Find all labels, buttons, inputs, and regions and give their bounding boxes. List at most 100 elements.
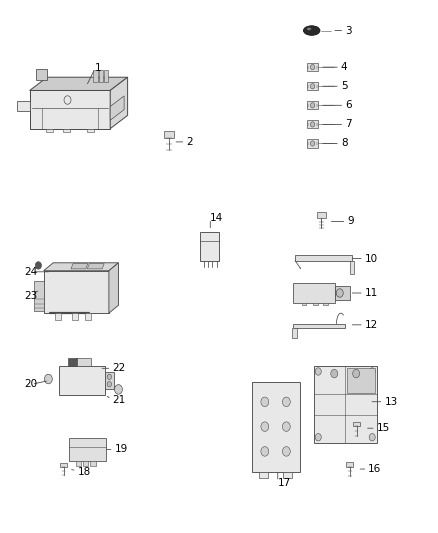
- Polygon shape: [252, 382, 300, 472]
- Polygon shape: [87, 128, 94, 132]
- Polygon shape: [36, 69, 47, 80]
- Polygon shape: [46, 128, 53, 132]
- Polygon shape: [30, 91, 110, 128]
- Text: 2: 2: [186, 137, 193, 147]
- Polygon shape: [307, 82, 318, 90]
- Polygon shape: [336, 286, 350, 301]
- Polygon shape: [59, 366, 105, 395]
- Circle shape: [311, 64, 315, 70]
- Text: 4: 4: [341, 62, 347, 72]
- Polygon shape: [93, 70, 98, 82]
- Polygon shape: [307, 63, 318, 71]
- Text: 11: 11: [365, 288, 378, 298]
- Text: 8: 8: [341, 139, 347, 149]
- Text: 14: 14: [210, 213, 223, 223]
- Polygon shape: [75, 358, 91, 366]
- Text: 7: 7: [345, 119, 352, 130]
- Polygon shape: [259, 472, 268, 478]
- Circle shape: [283, 397, 290, 407]
- Circle shape: [261, 422, 269, 431]
- Polygon shape: [110, 96, 124, 120]
- Polygon shape: [307, 140, 318, 148]
- Text: 21: 21: [113, 395, 126, 405]
- Circle shape: [315, 368, 321, 375]
- Text: 18: 18: [78, 467, 91, 477]
- Polygon shape: [293, 324, 345, 328]
- Circle shape: [353, 369, 360, 378]
- Text: 6: 6: [345, 100, 352, 110]
- Circle shape: [107, 374, 112, 379]
- Text: 13: 13: [385, 397, 398, 407]
- Text: 20: 20: [24, 379, 37, 389]
- Polygon shape: [99, 70, 103, 82]
- Text: 17: 17: [278, 478, 291, 488]
- Polygon shape: [307, 101, 318, 109]
- Polygon shape: [350, 261, 354, 274]
- Circle shape: [311, 103, 315, 108]
- Polygon shape: [55, 313, 61, 319]
- Text: 22: 22: [113, 364, 126, 373]
- Polygon shape: [295, 255, 352, 261]
- Text: 12: 12: [365, 320, 378, 330]
- Circle shape: [369, 433, 375, 441]
- Polygon shape: [60, 463, 67, 467]
- Circle shape: [331, 369, 338, 378]
- Ellipse shape: [307, 28, 311, 30]
- Circle shape: [311, 122, 315, 127]
- Polygon shape: [30, 77, 127, 91]
- Text: 1: 1: [95, 63, 102, 72]
- Circle shape: [107, 382, 112, 387]
- Circle shape: [369, 368, 375, 375]
- Polygon shape: [164, 131, 174, 138]
- Polygon shape: [87, 264, 104, 269]
- Polygon shape: [34, 281, 44, 311]
- Polygon shape: [302, 303, 307, 305]
- Polygon shape: [83, 461, 88, 466]
- Polygon shape: [314, 366, 377, 442]
- Ellipse shape: [304, 26, 320, 35]
- Circle shape: [261, 397, 269, 407]
- Polygon shape: [283, 472, 292, 478]
- Circle shape: [311, 84, 315, 89]
- Text: 16: 16: [368, 464, 381, 474]
- Polygon shape: [200, 231, 219, 261]
- Polygon shape: [314, 303, 318, 305]
- Text: 15: 15: [377, 423, 390, 433]
- Circle shape: [35, 262, 42, 269]
- Polygon shape: [292, 328, 297, 337]
- Circle shape: [45, 374, 52, 384]
- Polygon shape: [293, 284, 336, 303]
- Text: 3: 3: [345, 26, 352, 36]
- Polygon shape: [44, 263, 118, 271]
- Text: 10: 10: [365, 254, 378, 263]
- Polygon shape: [104, 70, 108, 82]
- Polygon shape: [71, 264, 88, 269]
- Circle shape: [336, 289, 343, 297]
- Text: 19: 19: [115, 445, 128, 455]
- Circle shape: [311, 141, 315, 146]
- Polygon shape: [307, 120, 318, 128]
- Polygon shape: [63, 128, 70, 132]
- Circle shape: [283, 422, 290, 431]
- Polygon shape: [347, 368, 375, 393]
- Polygon shape: [353, 422, 360, 426]
- Text: 24: 24: [24, 267, 37, 277]
- Polygon shape: [76, 461, 81, 466]
- Circle shape: [261, 447, 269, 456]
- Polygon shape: [109, 263, 118, 313]
- Polygon shape: [17, 101, 30, 111]
- Polygon shape: [317, 213, 325, 217]
- Polygon shape: [44, 271, 109, 313]
- Polygon shape: [105, 373, 114, 389]
- Text: 9: 9: [347, 216, 354, 227]
- Polygon shape: [90, 461, 95, 466]
- Text: 23: 23: [24, 290, 37, 301]
- Polygon shape: [346, 462, 353, 467]
- Polygon shape: [85, 313, 91, 319]
- Polygon shape: [71, 313, 78, 319]
- Circle shape: [315, 433, 321, 441]
- Polygon shape: [69, 438, 106, 461]
- Circle shape: [283, 447, 290, 456]
- Circle shape: [115, 385, 122, 394]
- Text: 5: 5: [341, 81, 347, 91]
